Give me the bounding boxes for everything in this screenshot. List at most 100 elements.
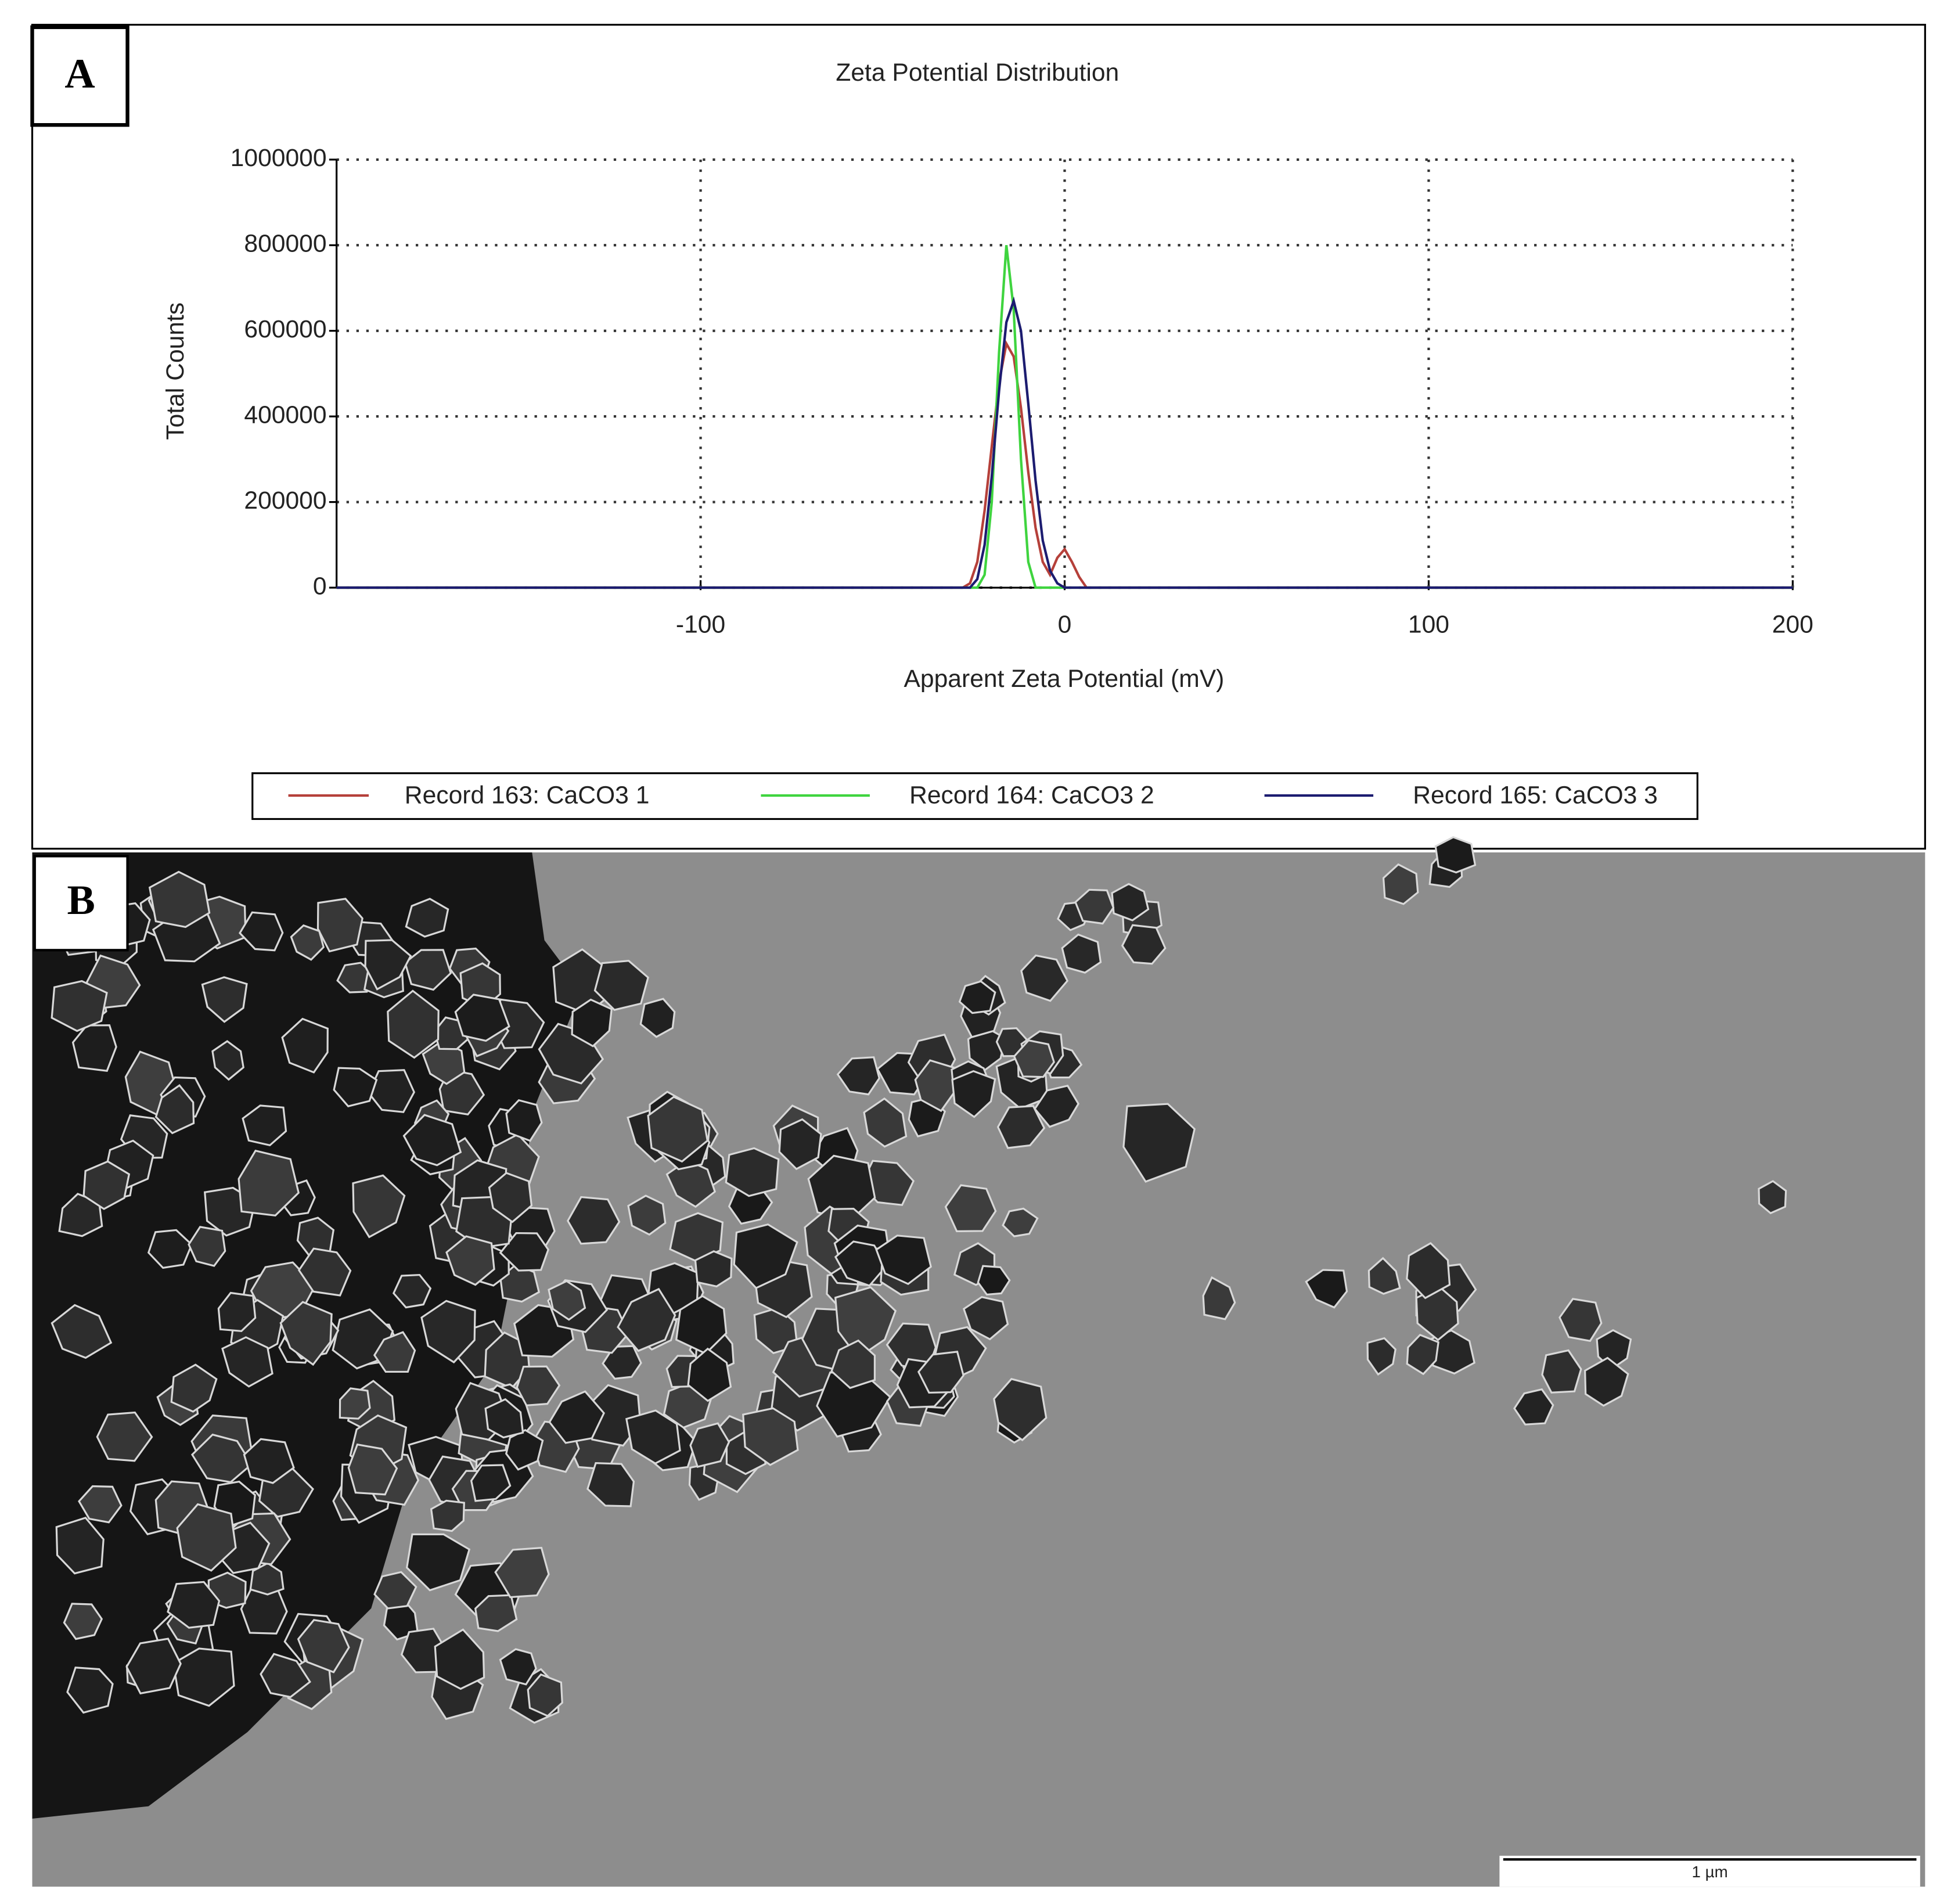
tem-particle	[1122, 1103, 1196, 1183]
tem-particle	[188, 1226, 226, 1267]
tem-particle	[339, 1387, 371, 1420]
tem-particle	[402, 1114, 462, 1167]
tem-particle	[484, 1398, 524, 1439]
tem-particle	[1366, 1337, 1396, 1376]
tem-particle	[249, 1562, 285, 1596]
tem-particle	[993, 1377, 1048, 1442]
tem-particle	[290, 924, 325, 961]
x-tick-label: -100	[676, 610, 725, 638]
tem-particle	[78, 1485, 123, 1524]
tem-particle	[492, 998, 545, 1049]
tem-particle	[1584, 1356, 1629, 1407]
scale-bar-box	[1499, 1855, 1920, 1887]
panel-label: A	[64, 50, 95, 97]
tem-particle	[1434, 836, 1477, 874]
tem-particle	[1002, 1207, 1039, 1237]
scale-bar-label: 1 µm	[1692, 1863, 1728, 1881]
tem-particle	[454, 994, 510, 1042]
tem-particle	[373, 1331, 416, 1373]
tem-particle	[567, 1196, 621, 1245]
tem-particle	[944, 1184, 997, 1232]
tem-particle	[373, 1571, 417, 1610]
tem-particle	[1202, 1276, 1236, 1320]
tem-particle	[1513, 1388, 1554, 1426]
y-tick-label: 800000	[244, 230, 326, 258]
tem-particle	[778, 1118, 822, 1171]
panel-label-box	[33, 855, 129, 952]
x-axis-label: Apparent Zeta Potential (mV)	[904, 665, 1225, 693]
y-tick-label: 400000	[244, 401, 326, 429]
tem-particle	[96, 1411, 153, 1462]
legend	[251, 772, 1698, 820]
tem-particle	[470, 1464, 512, 1502]
tem-particle	[617, 1287, 676, 1352]
tem-particle	[51, 1304, 113, 1359]
tem-image	[32, 836, 1925, 1887]
tem-particle	[239, 911, 284, 952]
legend-label: Record 163: CaCO3 1	[405, 781, 650, 809]
tem-particle	[694, 1250, 733, 1288]
tem-particle	[593, 959, 649, 1011]
tem-particle	[951, 1070, 996, 1118]
tem-particle	[863, 1097, 908, 1148]
tem-particle	[316, 898, 363, 953]
tem-particle	[1020, 954, 1069, 1002]
tem-particle	[430, 1499, 465, 1532]
tem-particle	[297, 1619, 350, 1673]
tem-particle	[548, 1390, 605, 1444]
tem-particle	[1074, 888, 1115, 925]
tem-particle	[1559, 1298, 1603, 1342]
tem-particle	[977, 1265, 1011, 1296]
tem-particle	[962, 1296, 1009, 1341]
chart-title: Zeta Potential Distribution	[836, 59, 1119, 87]
tem-particle	[1406, 1242, 1451, 1300]
tem-particle	[647, 1096, 709, 1163]
tem-particle	[336, 962, 375, 994]
tem-particle	[1541, 1349, 1582, 1394]
tem-particle	[297, 1247, 352, 1297]
panel-label: B	[67, 876, 95, 923]
tem-particle	[586, 1462, 635, 1507]
tem-particle	[243, 1438, 295, 1484]
tem-particle	[1305, 1269, 1348, 1309]
y-tick-label: 0	[313, 572, 327, 600]
tem-particle	[834, 1240, 888, 1287]
tem-particle	[725, 1147, 780, 1197]
tem-particle	[217, 1291, 257, 1332]
tem-particle	[154, 1084, 195, 1135]
tem-particle	[170, 1363, 218, 1413]
tem-particle	[147, 1229, 193, 1269]
tem-particle	[125, 1637, 182, 1695]
tem-particle	[499, 1232, 549, 1272]
tem-particle	[221, 1336, 273, 1388]
tem-particle	[347, 1443, 398, 1496]
tem-particle	[639, 998, 676, 1038]
tem-particle	[242, 1104, 287, 1147]
tem-particle	[917, 1351, 964, 1394]
y-tick-label: 600000	[244, 315, 326, 343]
tem-particle	[488, 1172, 533, 1223]
tem-particle	[516, 1365, 561, 1407]
tem-particle	[958, 980, 996, 1014]
tem-particle	[753, 1306, 798, 1355]
tem-particle	[55, 1516, 105, 1575]
tem-particle	[625, 1409, 681, 1465]
tem-particle	[687, 1347, 732, 1402]
tem-particle	[836, 1056, 881, 1096]
legend-label: Record 164: CaCO3 2	[909, 781, 1154, 809]
tem-particle	[82, 1160, 131, 1210]
tem-particle	[176, 1503, 237, 1572]
tem-particle	[571, 998, 613, 1048]
tem-particle	[689, 1422, 730, 1468]
tem-particle	[260, 1653, 311, 1698]
tem-particle	[996, 1105, 1046, 1149]
tem-particle	[1367, 1257, 1401, 1295]
y-axis-label: Total Counts	[161, 303, 189, 440]
tem-particle	[1121, 924, 1167, 965]
tem-particle	[211, 1040, 244, 1081]
tem-particle	[404, 949, 452, 991]
tem-particle	[66, 1667, 114, 1714]
tem-particle	[445, 1235, 495, 1286]
